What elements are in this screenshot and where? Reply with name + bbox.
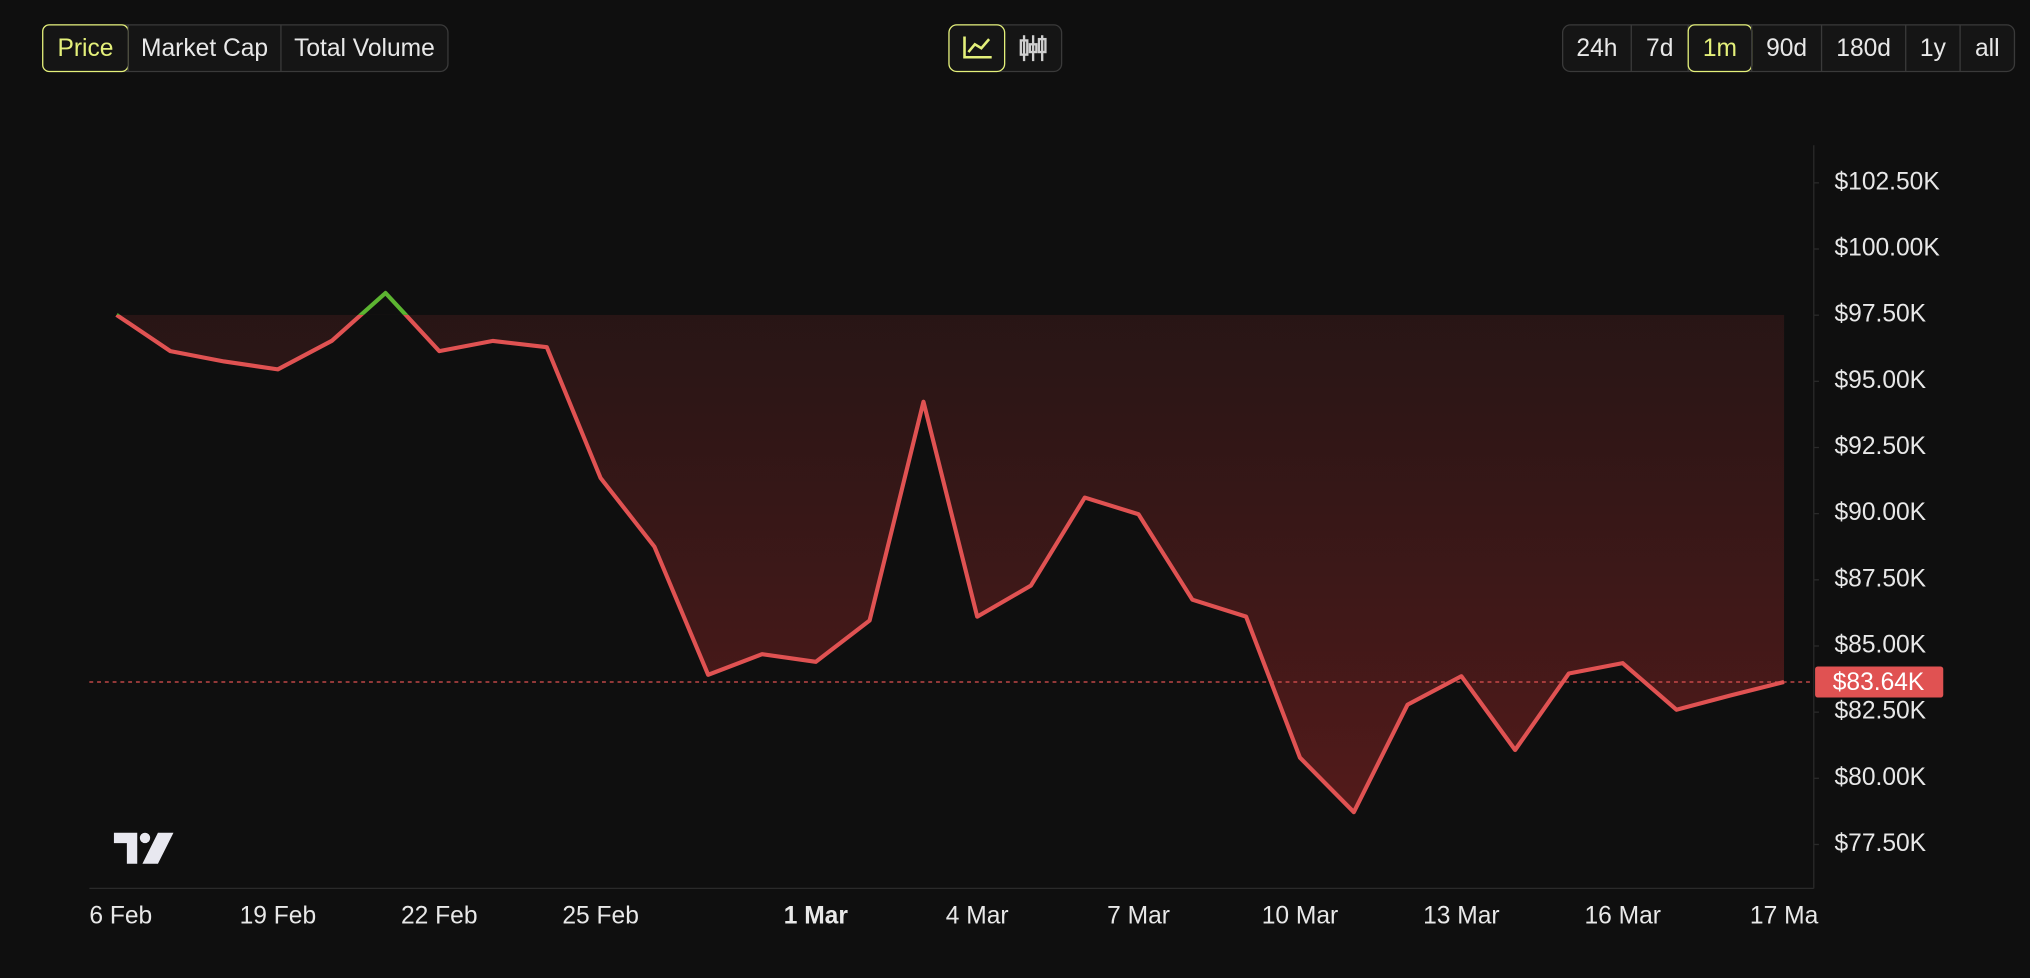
button-label: 180d	[1836, 35, 1891, 62]
toolbar-button[interactable]: 180d	[1820, 24, 1891, 72]
y-tick-label: $92.50K	[1835, 433, 1927, 460]
price-line-up	[116, 290, 409, 315]
button-label: all	[1975, 35, 2000, 62]
button-group-frame	[1561, 24, 2016, 73]
icon-stroke	[1037, 37, 1047, 54]
toolbar-button[interactable]: all	[1959, 24, 2000, 72]
toolbar-button[interactable]: Market Cap	[127, 24, 268, 72]
y-tick-label: $82.50K	[1835, 698, 1927, 725]
y-tick-label: $80.00K	[1835, 764, 1927, 791]
button-label: 24h	[1576, 35, 1617, 62]
chart-type-toggle	[948, 24, 1063, 73]
y-tick-label: $95.00K	[1835, 367, 1927, 394]
y-tick-label: $87.50K	[1835, 565, 1927, 592]
y-tick-label: $77.50K	[1835, 830, 1927, 857]
current-price-badge	[1815, 666, 1944, 698]
button-frame	[948, 24, 1006, 73]
toolbar-button[interactable]: 7d	[1630, 24, 1673, 72]
toolbar-button[interactable]: 1y	[1905, 24, 1947, 72]
area-fill	[116, 314, 1785, 813]
toolbar-button[interactable]: 90d	[1751, 24, 1807, 72]
x-tick-label: 7 Mar	[1107, 902, 1170, 929]
current-price-label: $83.64K	[1833, 669, 1925, 696]
toolbar-button[interactable]: Price	[42, 24, 129, 73]
y-tick-label: $100.00K	[1835, 235, 1941, 262]
line-icon	[963, 36, 992, 59]
x-tick-label: 4 Mar	[946, 902, 1009, 929]
y-tick-label: $97.50K	[1835, 301, 1927, 328]
x-tick-label: 13 Mar	[1423, 902, 1500, 929]
toolbar-button[interactable]: Total Volume	[280, 24, 435, 72]
x-tick-label: 19 Feb	[240, 902, 317, 929]
icon-stroke	[1019, 39, 1029, 56]
y-tick-label: $85.00K	[1835, 631, 1927, 658]
toolbar-button[interactable]: 24h	[1576, 35, 1617, 62]
button-label: 7d	[1646, 35, 1673, 62]
x-tick-label: 16 Mar	[1584, 902, 1660, 929]
tradingview-logo	[113, 832, 174, 864]
y-tick-label: $102.50K	[1835, 168, 1941, 195]
button-label: 90d	[1766, 35, 1807, 62]
price-line-down	[115, 314, 1785, 815]
y-tick-label: $90.00K	[1835, 499, 1927, 526]
x-tick-label: 6 Feb	[89, 902, 152, 929]
toolbar-button[interactable]: 1m	[1687, 24, 1753, 73]
button-label: Price	[57, 35, 113, 62]
button-label: Market Cap	[141, 35, 268, 62]
x-tick-label: 17 Ma	[1750, 902, 1819, 929]
x-tick-label: 25 Feb	[562, 902, 639, 929]
button-label: 1y	[1920, 35, 1947, 62]
x-tick-label: 22 Feb	[401, 902, 478, 929]
x-tick-label: 10 Mar	[1262, 902, 1338, 929]
button-label: 1m	[1703, 35, 1737, 62]
logo-part	[139, 832, 151, 844]
x-tick-label: 1 Mar	[784, 902, 849, 929]
logo-part	[142, 832, 174, 864]
candle-chart-button[interactable]	[1019, 35, 1047, 62]
line-chart-button[interactable]	[948, 24, 1006, 73]
icon-stroke	[1028, 43, 1038, 54]
button-label: Total Volume	[294, 35, 435, 62]
logo-part	[113, 832, 138, 864]
